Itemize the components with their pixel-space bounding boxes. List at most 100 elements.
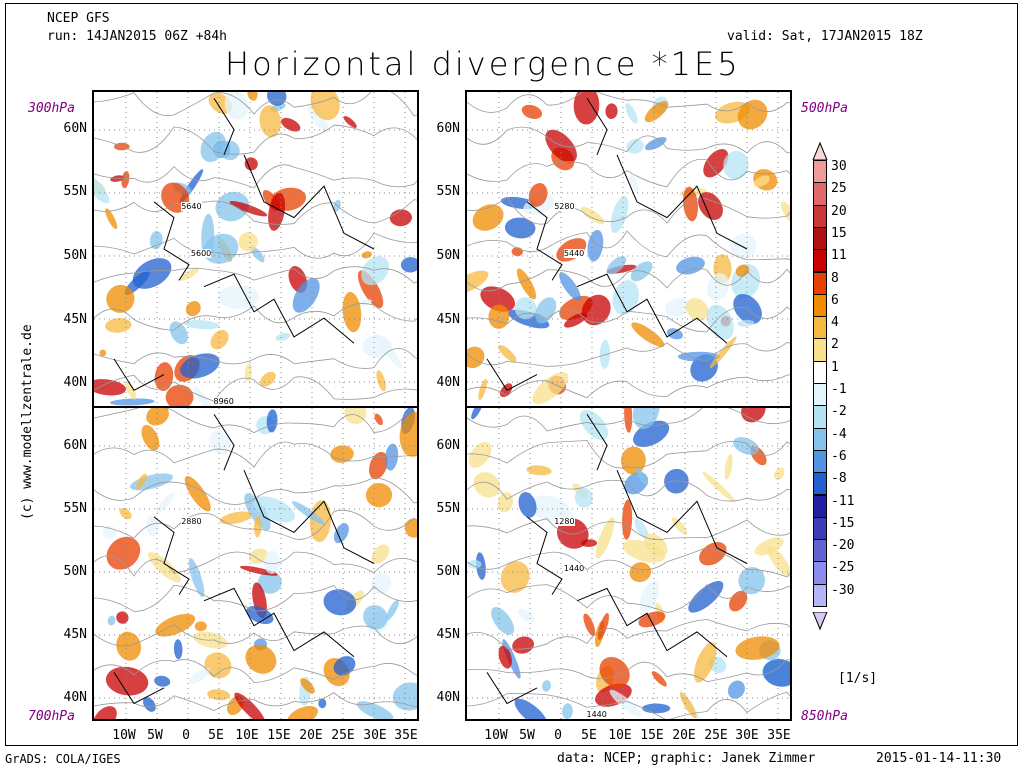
divergence-patch: [629, 174, 639, 192]
colorbar-label: 8: [831, 270, 839, 286]
divergence-patch: [281, 117, 301, 132]
divergence-patch: [224, 92, 249, 120]
divergence-patch: [526, 465, 552, 476]
longitude-label: 10E: [608, 728, 632, 743]
divergence-patch: [723, 150, 749, 180]
divergence-patch: [528, 183, 548, 207]
divergence-patch: [541, 680, 552, 692]
colorbar-swatch: [813, 271, 827, 295]
divergence-patch: [260, 371, 276, 387]
longitude-label: 5W: [519, 728, 535, 743]
divergence-patch: [703, 148, 729, 178]
colorbar-label: -4: [831, 426, 847, 442]
latitude-label: 45N: [63, 627, 87, 642]
divergence-patch: [238, 232, 258, 252]
divergence-patch: [514, 698, 548, 719]
geopotential-contour: [94, 164, 417, 189]
divergence-patch: [622, 499, 633, 540]
longitude-label: 20E: [672, 728, 696, 743]
colorbar-swatch: [813, 338, 827, 362]
geopotential-contour: [94, 692, 417, 711]
divergence-patch: [709, 336, 737, 369]
divergence-patch: [581, 539, 598, 548]
longitude-label: 0: [182, 728, 190, 743]
geopotential-contour: [467, 518, 790, 541]
colorbar-label: 11: [831, 248, 847, 264]
divergence-patch: [729, 590, 748, 612]
divergence-patch: [193, 386, 215, 406]
contour-label: 2880: [181, 516, 202, 526]
contour-label: 5280: [554, 201, 575, 211]
divergence-patch: [625, 103, 638, 124]
longitude-label: 30E: [363, 728, 387, 743]
latitude-label: 55N: [63, 501, 87, 516]
longitude-label: 35E: [394, 728, 418, 743]
divergence-patch: [631, 322, 665, 348]
map-title: Horizontal divergence *1E5: [225, 45, 741, 83]
divergence-patch: [244, 157, 258, 171]
divergence-patch: [94, 170, 110, 204]
divergence-patch: [741, 408, 766, 423]
divergence-patch: [154, 362, 174, 392]
divergence-patch: [491, 607, 515, 635]
divergence-patch: [245, 644, 277, 674]
colorbar-label: -6: [831, 448, 847, 464]
divergence-patch: [209, 431, 231, 455]
geopotential-contour: [467, 92, 790, 113]
divergence-patch: [116, 611, 129, 624]
divergence-patch: [471, 408, 483, 420]
coastline: [486, 98, 748, 391]
divergence-patch: [512, 636, 534, 654]
divergence-patch: [665, 297, 689, 317]
colorbar-label: -15: [831, 515, 855, 531]
colorbar-swatch: [813, 427, 827, 451]
divergence-patch: [250, 246, 265, 263]
divergence-patch: [287, 705, 318, 719]
divergence-patch: [204, 652, 232, 679]
geopotential-contour: [94, 477, 417, 505]
divergence-patch: [595, 517, 615, 559]
divergence-patch: [516, 268, 537, 300]
geopotential-contour: [467, 659, 790, 683]
colorbar-label: 1: [831, 359, 839, 375]
divergence-patch: [200, 131, 227, 163]
divergence-patch: [143, 697, 156, 712]
divergence-patch: [149, 231, 163, 250]
divergence-patch: [521, 104, 543, 119]
valid-time: valid: Sat, 17JAN2015 18Z: [727, 29, 923, 44]
divergence-patch: [644, 101, 669, 123]
colorbar-swatch: [813, 249, 827, 273]
divergence-patch: [478, 379, 488, 401]
divergence-patch: [473, 472, 501, 498]
divergence-patch: [564, 312, 588, 328]
map-panel-700hpa: 2880: [92, 406, 419, 721]
divergence-patch: [632, 408, 660, 430]
divergence-patch: [399, 411, 417, 457]
geopotential-contour: [467, 584, 790, 614]
colorbar-label: 15: [831, 225, 847, 241]
divergence-patch: [762, 658, 790, 687]
map-canvas: [94, 92, 417, 406]
divergence-patch: [106, 284, 135, 313]
divergence-patch: [207, 689, 231, 701]
colorbar-unit: [1/s]: [838, 671, 878, 686]
footer-timestamp: 2015-01-14-11:30: [876, 751, 1002, 766]
longitude-label: 20E: [299, 728, 323, 743]
map-panel-500hpa: 5280 5440: [465, 90, 792, 408]
divergence-patch: [183, 320, 220, 330]
longitude-label: 30E: [735, 728, 759, 743]
latitude-label: 40N: [63, 690, 87, 705]
longitude-label: 15E: [267, 728, 291, 743]
colorbar-label: -25: [831, 560, 855, 576]
divergence-patch: [189, 667, 211, 685]
longitude-label: 10E: [235, 728, 259, 743]
divergence-patch: [499, 383, 513, 398]
latitude-label: 55N: [436, 501, 460, 516]
colorbar-swatch: [813, 516, 827, 541]
longitude-label: 5W: [147, 728, 163, 743]
divergence-patch: [581, 294, 611, 326]
divergence-patch: [94, 706, 117, 719]
geopotential-contour: [94, 551, 417, 577]
geopotential-contour: [94, 408, 413, 434]
geopotential-contour: [467, 547, 790, 578]
